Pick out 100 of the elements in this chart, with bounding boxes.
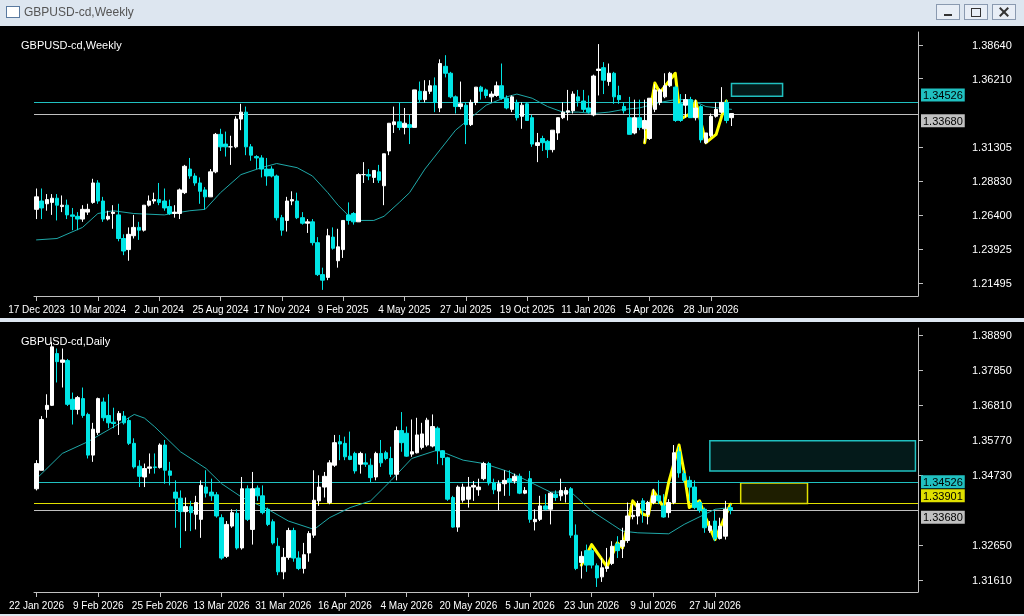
ref-line-label: 1.34526 [923,89,963,102]
candlestick [553,489,558,502]
candlestick [91,178,95,205]
candlestick [622,101,626,115]
candlestick [407,114,412,145]
ref-line-label: 1.33680 [923,511,963,524]
candlestick [548,491,553,525]
candlestick [382,153,386,206]
ref-line-label: 1.33901 [923,489,963,502]
candlestick [507,469,512,497]
candlestick [358,451,363,475]
candlestick [464,101,468,145]
x-tick-label: 9 Feb 2025 [317,303,369,315]
candlestick [397,101,402,131]
candlestick [433,76,437,113]
candlestick [402,107,407,135]
candlestick [245,484,250,522]
x-tick-label: 16 Apr 2026 [317,599,373,611]
candlestick [418,81,422,103]
ref-line-label: 1.34526 [923,475,963,488]
candlestick [331,226,335,251]
x-tick-label: 5 Apr 2026 [625,303,675,315]
candlestick [183,497,188,532]
candlestick [510,94,514,113]
candlestick [512,473,517,485]
y-tick-label: 1.34730 [972,468,1012,481]
candlestick [543,493,548,511]
candlestick [724,99,729,124]
candlestick [523,486,527,495]
candlestick [699,104,703,144]
x-tick-label: 22 Jan 2026 [9,599,65,611]
candlestick [708,520,712,534]
candlestick [591,74,596,117]
candlestick [601,61,606,95]
candlestick [535,132,540,163]
candlestick [276,537,280,576]
candlestick [55,348,59,383]
candlestick [438,58,442,113]
x-tick-label: 27 Jul 2026 [689,599,742,611]
candlestick [34,188,39,220]
candlestick [106,210,110,221]
x-tick-label: 31 Mar 2026 [255,599,312,611]
candlestick [326,228,330,281]
line-series [36,93,732,241]
candlestick [302,542,306,574]
candlestick [250,471,255,546]
candlestick [458,81,463,110]
candlestick [117,410,121,436]
candlestick [372,169,376,184]
candlestick [627,96,632,135]
x-tick-label: 23 Jun 2026 [564,599,620,611]
x-tick-label: 25 Feb 2026 [131,599,189,611]
candlestick [596,43,601,96]
candlestick [374,451,378,481]
candlestick [607,63,611,87]
candlestick [60,348,65,389]
x-tick-label: 10 Mar 2024 [69,303,127,315]
candlestick [728,503,733,515]
candlestick [641,497,645,524]
x-tick-label: 27 Jul 2025 [439,303,493,315]
candlestick [39,188,44,220]
y-tick-label: 1.21495 [972,277,1012,290]
y-tick-label: 1.23925 [972,243,1012,256]
x-tick-label: 11 Jan 2026 [561,303,617,315]
candlestick [515,99,519,121]
y-tick-label: 1.28830 [972,175,1012,188]
x-tick-label: 9 Jul 2026 [630,599,677,611]
candlestick [520,101,524,130]
candlestick [394,426,399,481]
x-tick-label: 9 Feb 2026 [72,599,124,611]
x-tick-label: 17 Dec 2023 [8,303,66,315]
y-tick-label: 1.32650 [972,538,1012,551]
candlestick [368,457,373,483]
candlestick [713,510,717,542]
text: GBPUSD-cd,Weekly [21,38,123,51]
candlestick [235,508,239,551]
candlestick [729,113,734,127]
x-tick-label: 2 Jun 2024 [134,303,185,315]
candlestick [610,540,614,566]
x-tick-label: 17 Nov 2024 [253,303,311,315]
y-tick-label: 1.37850 [972,364,1012,377]
candlestick [240,476,244,551]
candlestick [632,99,637,135]
x-tick-label: 5 Jun 2026 [505,599,556,611]
candlestick [219,513,224,561]
y-tick-label: 1.31610 [972,573,1012,586]
candlestick [481,461,486,481]
y-tick-label: 1.36210 [972,72,1012,85]
ref-line-label: 1.33680 [923,114,963,127]
candlestick [412,89,417,128]
text: GBPUSD-cd,Daily [21,334,111,347]
candlestick [517,473,522,495]
y-tick-label: 1.26400 [972,208,1012,221]
candlestick [189,500,193,532]
candlestick [661,493,666,519]
candlestick [528,470,532,524]
candlestick [363,452,368,468]
candlestick [656,479,661,505]
candlestick [683,93,688,119]
candlestick [158,442,162,470]
